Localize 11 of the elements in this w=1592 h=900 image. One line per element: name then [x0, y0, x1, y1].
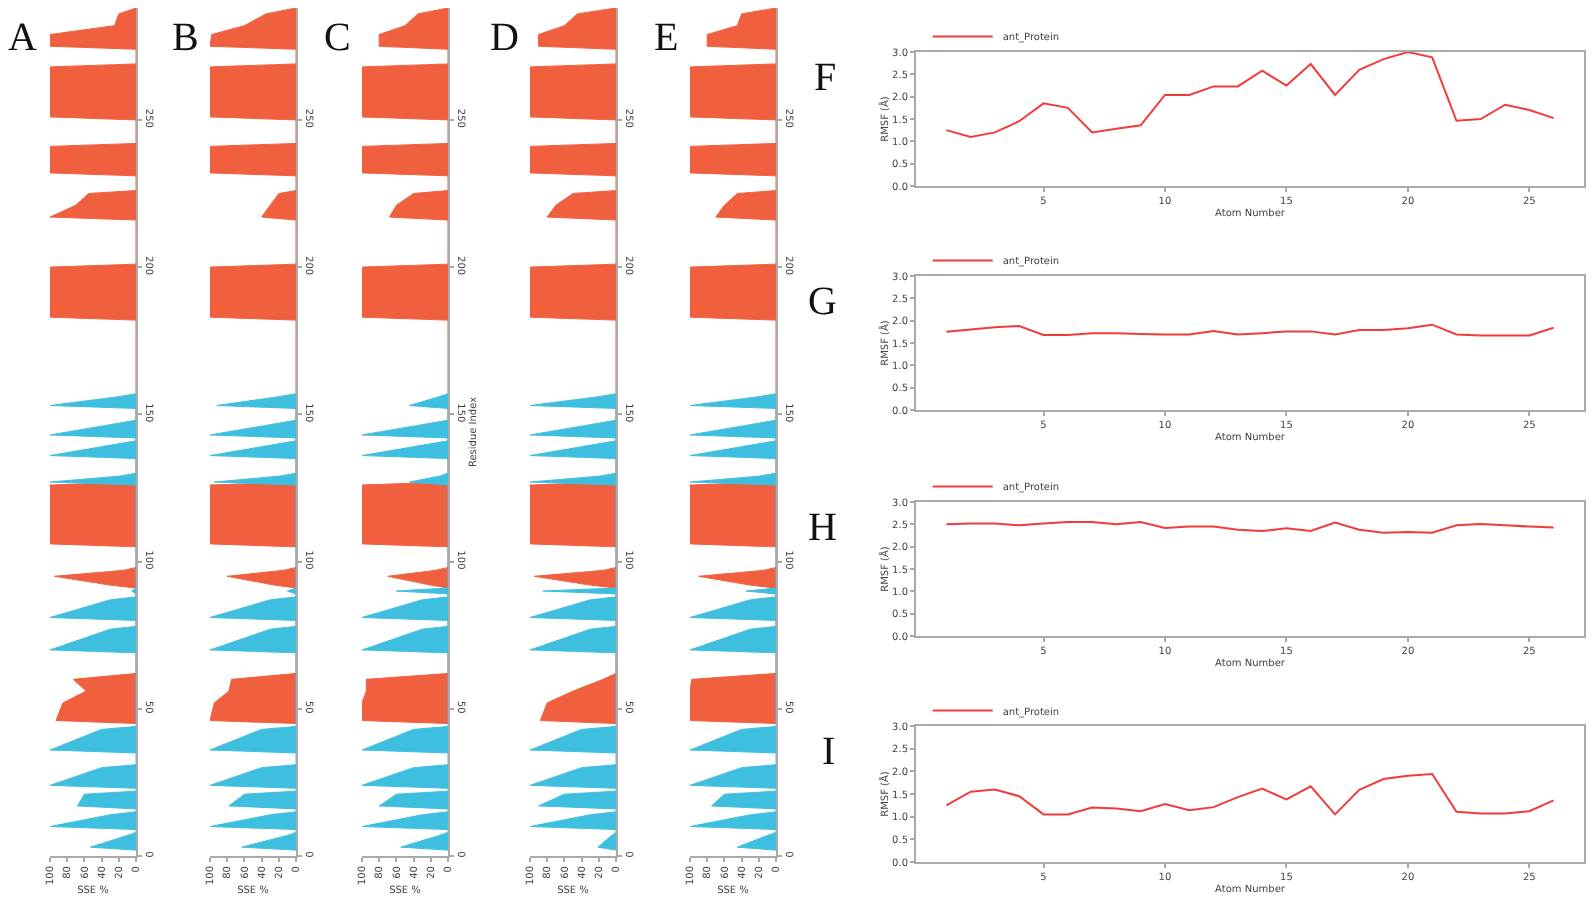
chart-title: C: [324, 16, 351, 60]
line-series: [945, 773, 1555, 816]
chart-title: D: [490, 16, 519, 60]
chart-title: H: [808, 506, 837, 550]
chart-title: A: [8, 16, 38, 60]
chart-title: F: [814, 56, 837, 100]
chart-title: B: [172, 16, 199, 60]
line-series: [945, 52, 1555, 138]
chart-title: G: [808, 280, 837, 324]
chart-title: I: [822, 730, 836, 774]
chart-title: E: [654, 16, 679, 60]
